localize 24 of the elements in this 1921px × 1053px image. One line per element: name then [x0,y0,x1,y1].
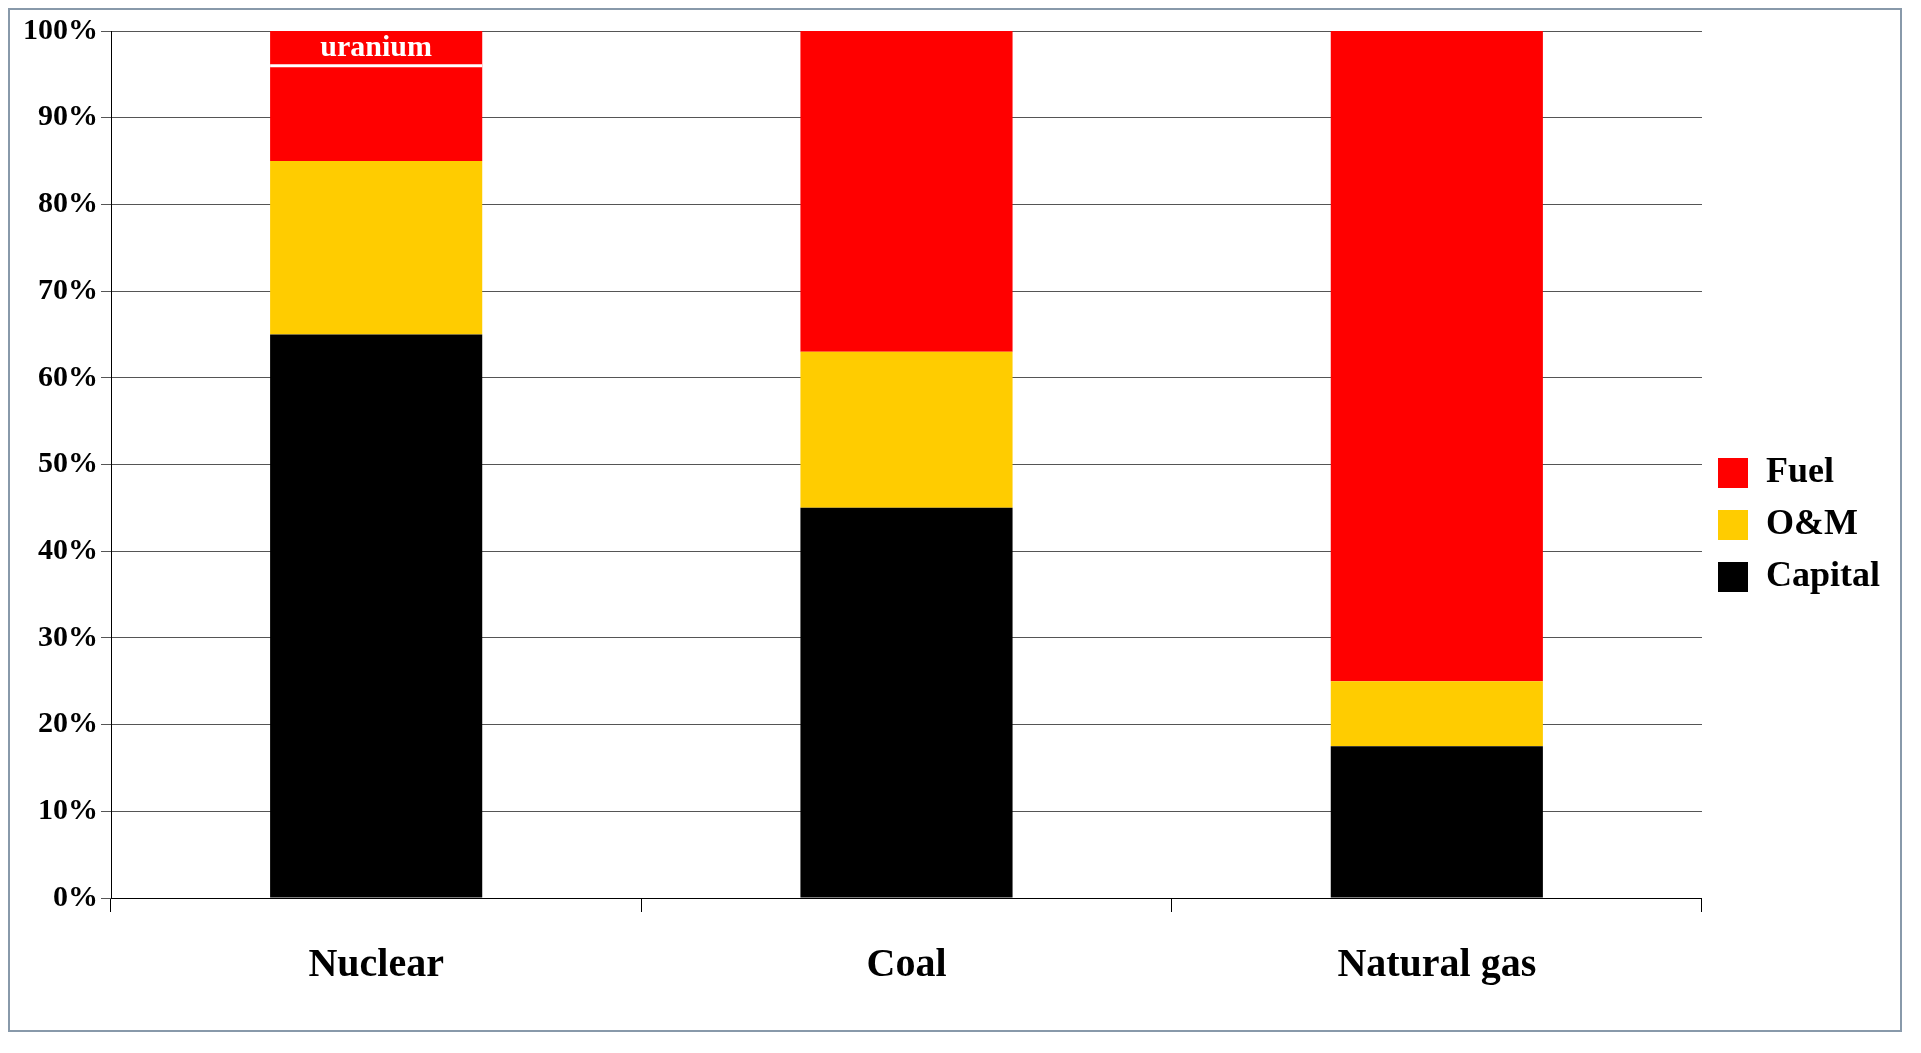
y-tick-label: 90% [38,98,98,132]
y-tick-label: 70% [38,271,98,305]
y-tick-label: 0% [53,878,98,912]
y-tick-label: 60% [38,358,98,392]
bar [270,31,483,162]
bar [1330,31,1543,682]
y-tick-label: 10% [38,792,98,826]
x-tick-label: Nuclear [308,940,444,986]
x-tick-label: Coal [866,940,947,986]
ref-line-label: uranium [320,29,433,63]
y-tick-label: 20% [38,705,98,739]
y-tick-label: 30% [38,618,98,652]
bar [1330,681,1543,747]
bar [270,161,483,335]
y-tick-label: 100% [23,11,98,45]
y-tick-label: 50% [38,445,98,479]
y-tick-label: 80% [38,185,98,219]
y-tick-label: 40% [38,531,98,565]
bar [800,31,1013,352]
x-tick-label: Natural gas [1337,940,1537,986]
bar [800,351,1013,508]
legend-label: O&M [1765,502,1858,543]
legend-label: Capital [1765,554,1880,595]
legend-label: Fuel [1765,450,1834,491]
